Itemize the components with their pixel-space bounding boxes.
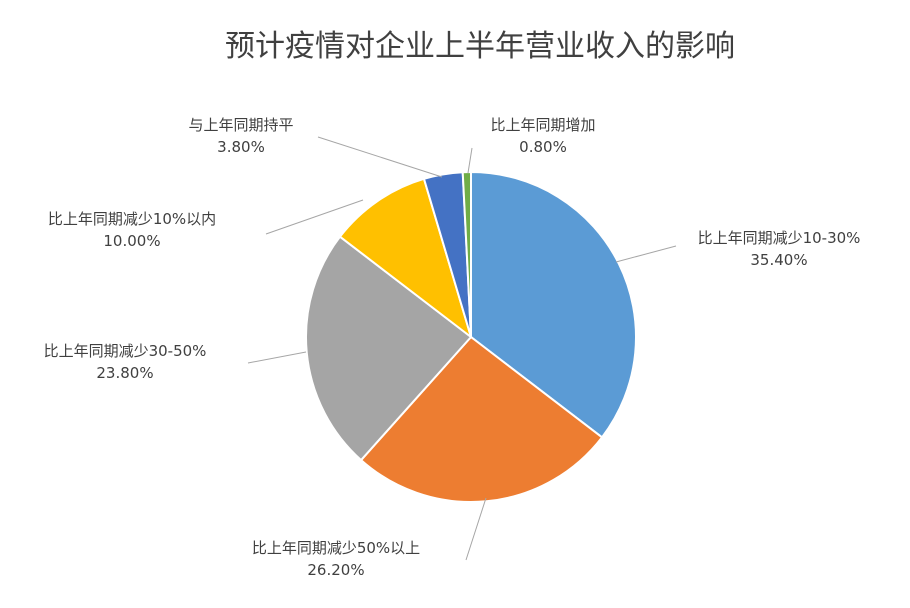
slice-value-4: 3.80% — [217, 138, 265, 156]
slice-label-5: 比上年同期增加 — [490, 116, 595, 134]
pie-slices — [305, 170, 637, 503]
data-labels: 比上年同期减少10-30% 35.40% 比上年同期减少50%以上 26.20% 比上年… — [44, 116, 861, 579]
leader-line-4 — [317, 136, 443, 178]
leader-line-5 — [467, 147, 473, 174]
slice-label-0: 比上年同期减少10-30% — [698, 229, 861, 247]
leader-lines — [247, 136, 677, 561]
slice-label-2: 比上年同期减少30-50% — [44, 342, 207, 360]
pie-slice-2 — [305, 235, 473, 462]
slice-value-5: 0.80% — [519, 138, 567, 156]
slice-label-3: 比上年同期减少10%以内 — [48, 210, 216, 228]
leader-line-2 — [247, 351, 307, 364]
pie-slice-0 — [470, 170, 637, 439]
slice-value-2: 23.80% — [96, 364, 153, 382]
slice-value-3: 10.00% — [103, 232, 160, 250]
pie-slice-5 — [461, 170, 472, 338]
slice-value-0: 35.40% — [750, 251, 807, 269]
leader-line-0 — [615, 245, 677, 263]
leader-line-1 — [465, 497, 487, 561]
pie-slice-1 — [359, 335, 604, 503]
leader-line-3 — [265, 199, 364, 235]
pie-slice-3 — [338, 177, 473, 340]
slice-value-1: 26.20% — [307, 561, 364, 579]
chart-title: 预计疫情对企业上半年营业收入的影响 — [225, 29, 735, 64]
slice-label-1: 比上年同期减少50%以上 — [252, 539, 420, 557]
slice-label-4: 与上年同期持平 — [188, 116, 293, 134]
